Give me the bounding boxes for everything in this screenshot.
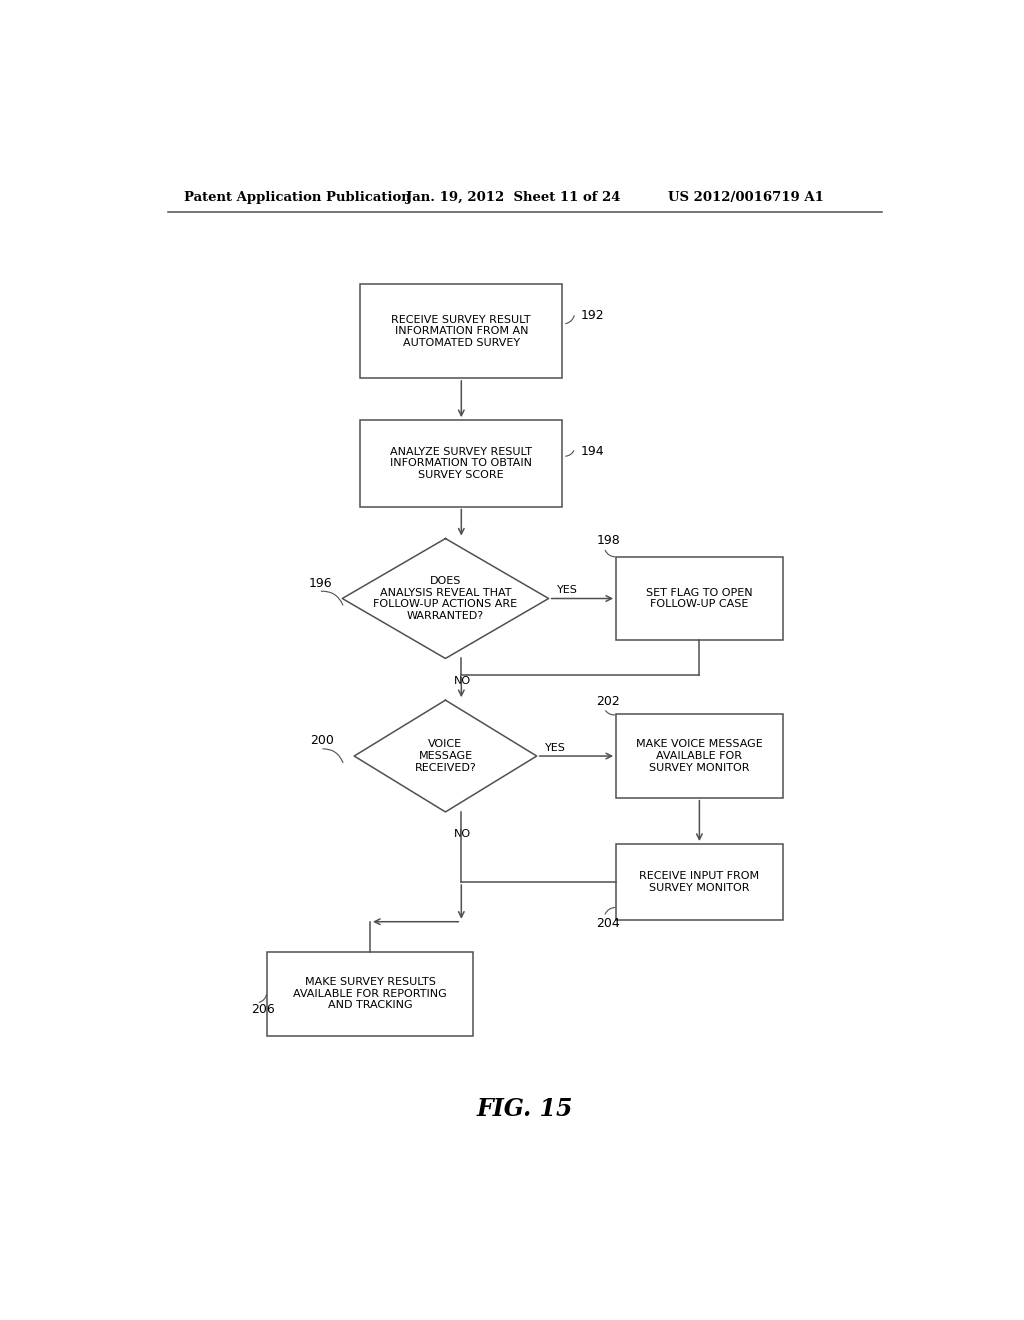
Text: ANALYZE SURVEY RESULT
INFORMATION TO OBTAIN
SURVEY SCORE: ANALYZE SURVEY RESULT INFORMATION TO OBT…: [390, 446, 532, 480]
Text: FIG. 15: FIG. 15: [476, 1097, 573, 1121]
Text: MAKE SURVEY RESULTS
AVAILABLE FOR REPORTING
AND TRACKING: MAKE SURVEY RESULTS AVAILABLE FOR REPORT…: [293, 977, 446, 1011]
Text: VOICE
MESSAGE
RECEIVED?: VOICE MESSAGE RECEIVED?: [415, 739, 476, 772]
Text: US 2012/0016719 A1: US 2012/0016719 A1: [668, 190, 823, 203]
Text: YES: YES: [557, 585, 578, 595]
Text: 192: 192: [581, 309, 604, 322]
Bar: [616, 843, 782, 920]
Text: 196: 196: [309, 577, 333, 590]
Polygon shape: [354, 700, 537, 812]
Text: NO: NO: [454, 676, 470, 686]
Text: SET FLAG TO OPEN
FOLLOW-UP CASE: SET FLAG TO OPEN FOLLOW-UP CASE: [646, 587, 753, 610]
Bar: [616, 714, 782, 797]
Bar: [616, 557, 782, 640]
Text: 198: 198: [596, 535, 620, 546]
Text: MAKE VOICE MESSAGE
AVAILABLE FOR
SURVEY MONITOR: MAKE VOICE MESSAGE AVAILABLE FOR SURVEY …: [636, 739, 763, 772]
Text: RECEIVE INPUT FROM
SURVEY MONITOR: RECEIVE INPUT FROM SURVEY MONITOR: [639, 871, 760, 892]
Text: YES: YES: [545, 743, 565, 752]
Text: 204: 204: [596, 917, 620, 931]
Text: Patent Application Publication: Patent Application Publication: [183, 190, 411, 203]
Text: Jan. 19, 2012  Sheet 11 of 24: Jan. 19, 2012 Sheet 11 of 24: [406, 190, 621, 203]
Text: DOES
ANALYSIS REVEAL THAT
FOLLOW-UP ACTIONS ARE
WARRANTED?: DOES ANALYSIS REVEAL THAT FOLLOW-UP ACTI…: [374, 576, 517, 620]
Text: RECEIVE SURVEY RESULT
INFORMATION FROM AN
AUTOMATED SURVEY: RECEIVE SURVEY RESULT INFORMATION FROM A…: [391, 314, 531, 347]
Bar: [267, 952, 473, 1036]
Text: 200: 200: [310, 734, 335, 747]
Bar: [360, 284, 562, 378]
Text: NO: NO: [454, 829, 470, 840]
Polygon shape: [342, 539, 549, 659]
Text: 202: 202: [596, 694, 620, 708]
Text: 206: 206: [251, 1003, 274, 1015]
Text: 194: 194: [581, 445, 604, 458]
Bar: [360, 420, 562, 507]
